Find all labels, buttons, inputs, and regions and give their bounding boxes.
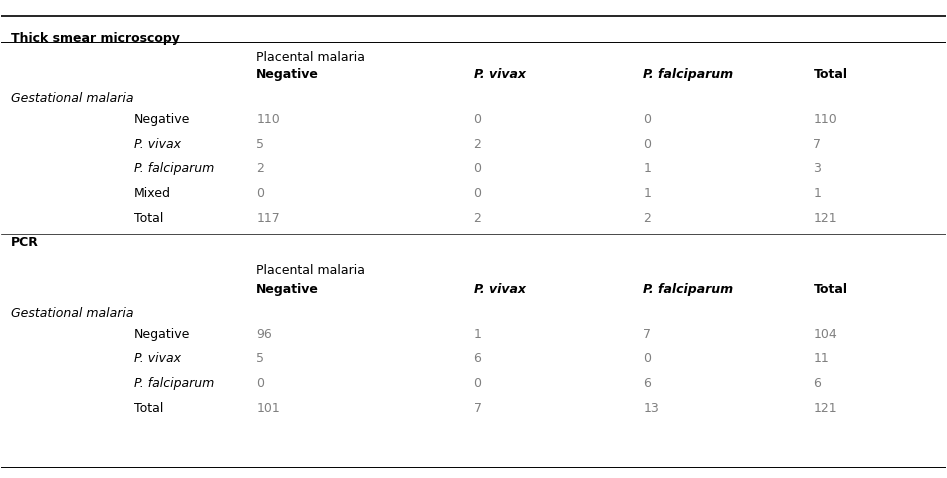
Text: 13: 13 [643, 402, 659, 415]
Text: 7: 7 [474, 402, 481, 415]
Text: Total: Total [813, 283, 848, 296]
Text: Thick smear microscopy: Thick smear microscopy [10, 33, 180, 45]
Text: 1: 1 [643, 187, 652, 200]
Text: P. vivax: P. vivax [134, 352, 181, 365]
Text: 2: 2 [643, 212, 652, 225]
Text: Negative: Negative [134, 327, 190, 341]
Text: P. vivax: P. vivax [474, 68, 526, 81]
Text: 121: 121 [813, 212, 837, 225]
Text: 0: 0 [643, 138, 652, 151]
Text: PCR: PCR [10, 236, 39, 250]
Text: Negative: Negative [134, 113, 190, 126]
Text: Gestational malaria: Gestational malaria [10, 307, 134, 320]
Text: Total: Total [134, 212, 163, 225]
Text: 1: 1 [813, 187, 821, 200]
Text: 0: 0 [257, 377, 264, 390]
Text: 121: 121 [813, 402, 837, 415]
Text: 0: 0 [643, 113, 652, 126]
Text: 117: 117 [257, 212, 280, 225]
Text: 0: 0 [474, 163, 481, 175]
Text: 6: 6 [813, 377, 821, 390]
Text: P. falciparum: P. falciparum [643, 68, 734, 81]
Text: Placental malaria: Placental malaria [257, 51, 366, 64]
Text: 0: 0 [257, 187, 264, 200]
Text: 1: 1 [474, 327, 481, 341]
Text: 110: 110 [813, 113, 837, 126]
Text: Gestational malaria: Gestational malaria [10, 92, 134, 105]
Text: 0: 0 [474, 377, 481, 390]
Text: 101: 101 [257, 402, 280, 415]
Text: Negative: Negative [257, 283, 319, 296]
Text: P. vivax: P. vivax [134, 138, 181, 151]
Text: 2: 2 [257, 163, 264, 175]
Text: Negative: Negative [257, 68, 319, 81]
Text: 7: 7 [643, 327, 652, 341]
Text: P. vivax: P. vivax [474, 283, 526, 296]
Text: Total: Total [134, 402, 163, 415]
Text: 5: 5 [257, 352, 264, 365]
Text: Total: Total [813, 68, 848, 81]
Text: Mixed: Mixed [134, 187, 170, 200]
Text: 1: 1 [643, 163, 652, 175]
Text: 110: 110 [257, 113, 280, 126]
Text: 6: 6 [474, 352, 481, 365]
Text: 2: 2 [474, 138, 481, 151]
Text: Placental malaria: Placental malaria [257, 264, 366, 277]
Text: 5: 5 [257, 138, 264, 151]
Text: 3: 3 [813, 163, 821, 175]
Text: 7: 7 [813, 138, 821, 151]
Text: P. falciparum: P. falciparum [134, 163, 214, 175]
Text: 6: 6 [643, 377, 652, 390]
Text: P. falciparum: P. falciparum [134, 377, 214, 390]
Text: 96: 96 [257, 327, 272, 341]
Text: P. falciparum: P. falciparum [643, 283, 734, 296]
Text: 0: 0 [474, 187, 481, 200]
Text: 2: 2 [474, 212, 481, 225]
Text: 11: 11 [813, 352, 830, 365]
Text: 0: 0 [474, 113, 481, 126]
Text: 104: 104 [813, 327, 837, 341]
Text: 0: 0 [643, 352, 652, 365]
